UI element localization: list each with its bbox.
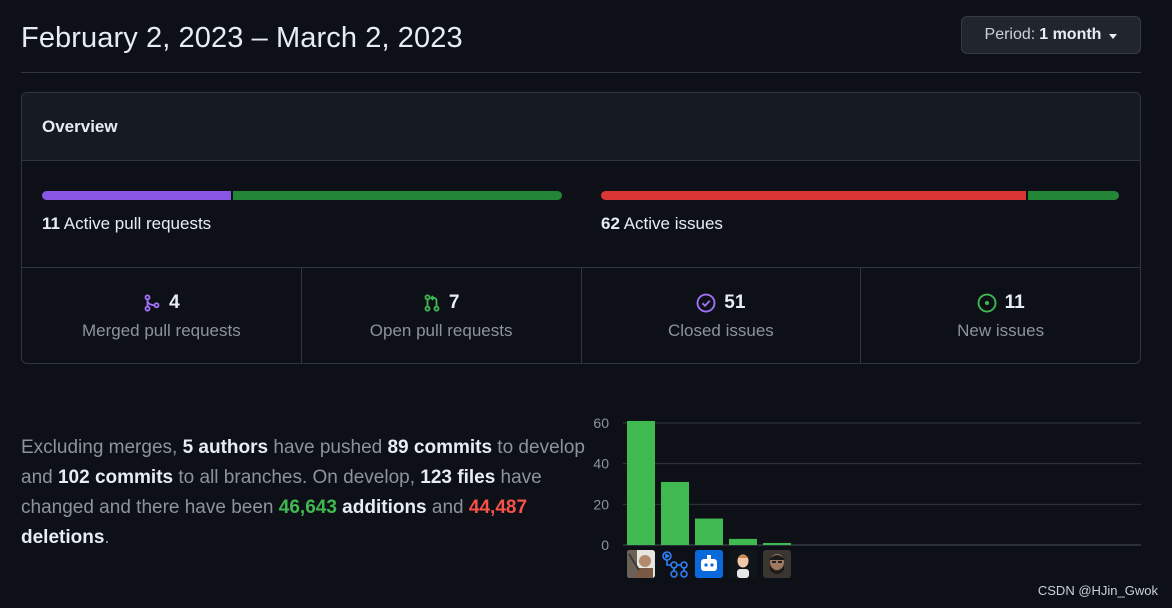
summary-text: to all branches. On develop,: [173, 467, 421, 488]
period-dropdown-button[interactable]: Period: 1 month: [961, 16, 1141, 54]
overview-bars: 11 Active pull requests 62 Active issues: [22, 161, 1140, 268]
active-pull-requests-label: 11 Active pull requests: [42, 214, 562, 234]
stat-new-issues[interactable]: 11 New issues: [861, 268, 1140, 363]
issue-closed-icon: [696, 293, 716, 313]
period-prefix: Period:: [984, 26, 1036, 43]
issues-summary[interactable]: 62 Active issues: [601, 191, 1119, 234]
merged-pull-requests-count: 4: [169, 292, 180, 313]
y-tick-label: 40: [593, 456, 609, 472]
pull-requests-bar-open: [232, 191, 562, 200]
stat-closed-issues[interactable]: 51 Closed issues: [582, 268, 862, 363]
closed-issues-count: 51: [724, 292, 746, 313]
github-actions-bot-icon: [662, 551, 688, 578]
additions-count: 46,643: [278, 497, 337, 518]
watermark: CSDN @HJin_Gwok: [1037, 583, 1158, 598]
active-pull-requests-text: Active pull requests: [63, 214, 212, 233]
active-issues-text: Active issues: [623, 214, 723, 233]
new-issues-count: 11: [1004, 292, 1025, 313]
all-commits-count: 102 commits: [57, 467, 174, 488]
summary-text: have changed and there have been: [21, 467, 542, 518]
issues-bar-closed: [601, 191, 1026, 200]
person-photo-icon: [627, 550, 655, 578]
stat-merged-pull-requests[interactable]: 4 Merged pull requests: [22, 268, 302, 363]
pull-requests-summary[interactable]: 11 Active pull requests: [42, 191, 562, 234]
commit-bar[interactable]: [695, 518, 723, 545]
files-changed-count: 123 files: [420, 467, 496, 488]
person-photo-icon: [763, 550, 791, 578]
dependabot-icon: [695, 550, 723, 578]
avatar[interactable]: [763, 550, 791, 578]
summary-text: Excluding merges,: [21, 437, 183, 458]
issues-bar-new: [1027, 191, 1119, 200]
commit-bar[interactable]: [763, 542, 791, 545]
summary-text: to develop and: [21, 437, 585, 488]
open-pull-requests-label: Open pull requests: [369, 321, 513, 340]
pull-requests-bar-merged: [42, 191, 231, 200]
merged-pull-requests-label: Merged pull requests: [81, 321, 241, 340]
issues-bar: [601, 191, 1119, 200]
git-merge-icon: [144, 294, 160, 312]
page-header: February 2, 2023 – March 2, 2023 Period:…: [21, 16, 1141, 73]
avatar[interactable]: [627, 550, 655, 578]
active-issues-count: 62: [601, 214, 620, 233]
commit-bar[interactable]: [627, 420, 655, 545]
avatar[interactable]: [729, 550, 757, 578]
y-tick-label: 60: [593, 415, 609, 431]
pull-requests-bar: [42, 191, 562, 200]
deletions-word: deletions: [21, 527, 105, 548]
overview-panel: Overview 11 Active pull requests 62 Acti…: [21, 92, 1141, 364]
page-title: February 2, 2023 – March 2, 2023: [21, 22, 463, 54]
commit-bar[interactable]: [661, 481, 689, 545]
overview-title: Overview: [22, 93, 1140, 161]
summary-text: .: [104, 527, 110, 548]
overview-stats: 4 Merged pull requests 7 Open pull reque…: [22, 268, 1140, 363]
summary-text: and: [426, 497, 469, 518]
deletions-count: 44,487: [468, 497, 528, 518]
git-pull-request-icon: [424, 294, 440, 312]
stat-open-pull-requests[interactable]: 7 Open pull requests: [302, 268, 582, 363]
active-issues-label: 62 Active issues: [601, 214, 1119, 234]
y-tick-label: 20: [593, 496, 609, 512]
period-value: 1 month: [1039, 26, 1102, 43]
branch-commits-count: 89 commits: [387, 437, 493, 458]
caret-down-icon: [1109, 33, 1118, 39]
commit-summary: Excluding merges, 5 authors have pushed …: [21, 433, 591, 553]
person-photo-icon: [729, 550, 757, 578]
active-pull-requests-count: 11: [42, 214, 60, 233]
commits-bar-chart: 0 20 40 60: [593, 415, 1141, 553]
issue-opened-icon: [977, 293, 997, 313]
y-tick-label: 0: [601, 537, 609, 553]
closed-issues-label: Closed issues: [667, 321, 774, 340]
avatar[interactable]: [695, 550, 723, 578]
additions-word: additions: [336, 497, 427, 518]
avatar[interactable]: [661, 550, 689, 578]
authors-count: 5 authors: [182, 437, 269, 458]
open-pull-requests-count: 7: [448, 292, 460, 313]
summary-text: have pushed: [268, 437, 388, 458]
commit-bar[interactable]: [729, 538, 757, 545]
new-issues-label: New issues: [957, 321, 1045, 340]
